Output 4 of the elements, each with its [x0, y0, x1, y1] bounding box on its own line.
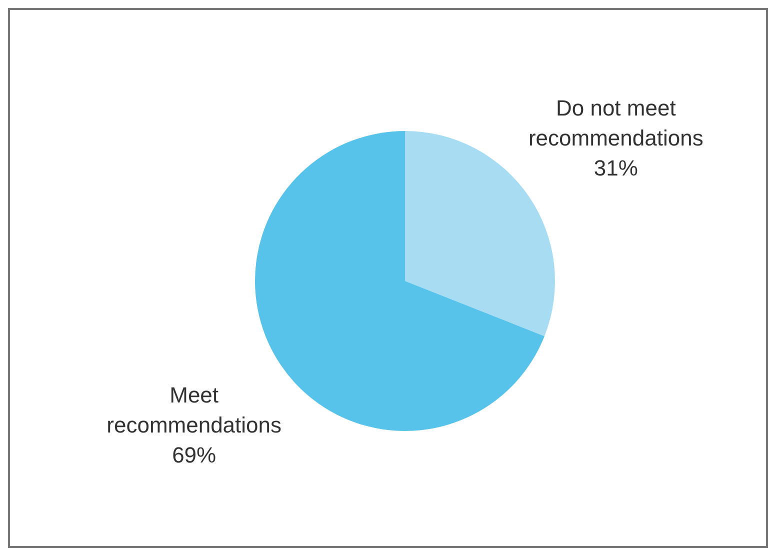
slice-label: Meet recommendations [106, 382, 282, 437]
data-label: 31% [594, 155, 638, 180]
slice-label: Do not meet recommendations [528, 95, 704, 150]
data-label: 69% [172, 442, 216, 467]
